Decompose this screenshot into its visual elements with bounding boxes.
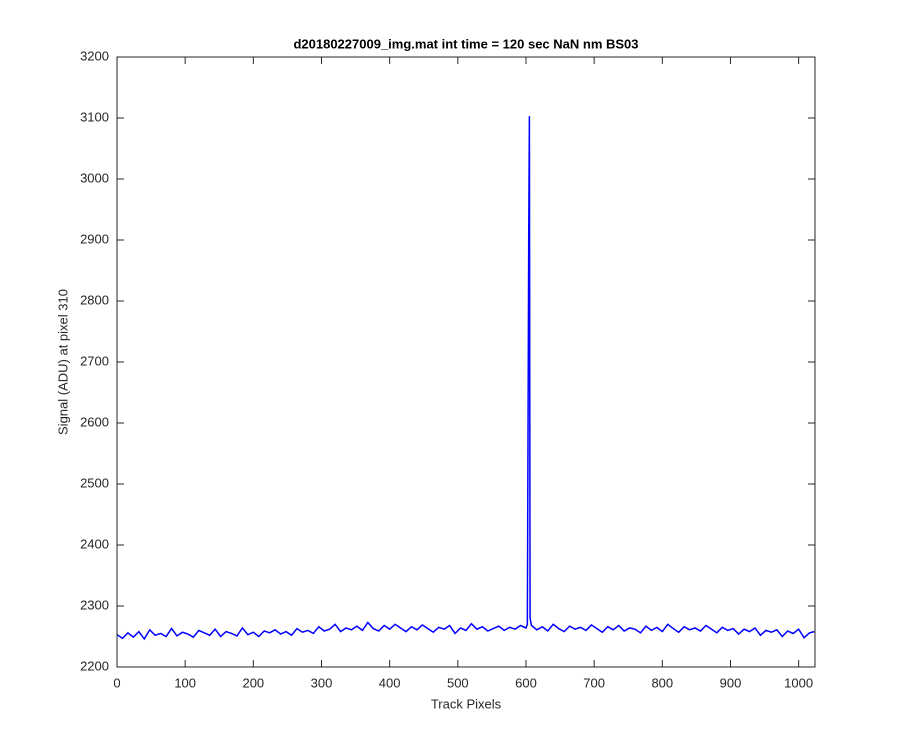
x-axis-label: Track Pixels [431,696,502,711]
y-tick-label: 2400 [80,536,109,551]
x-tick-label: 900 [720,675,742,690]
y-tick-label: 2900 [80,231,109,246]
x-tick-label: 800 [651,675,673,690]
x-tick-label: 500 [447,675,469,690]
data-line [116,116,815,641]
y-tick-label: 3000 [80,170,109,185]
y-tick-label: 3200 [80,48,109,63]
x-tick-label: 1000 [784,675,813,690]
y-tick-label: 2200 [80,658,109,673]
x-tick-label: 200 [242,675,264,690]
y-tick-label: 2700 [80,353,109,368]
y-tick-label: 2300 [80,597,109,612]
x-tick-label: 600 [515,675,537,690]
y-tick-label: 2600 [80,414,109,429]
x-tick-label: 700 [583,675,605,690]
y-axis-label: Signal (ADU) at pixel 310 [55,289,70,435]
x-tick-label: 300 [311,675,333,690]
chart-title: d20180227009_img.mat int time = 120 sec … [293,36,638,51]
axes-box [116,56,816,668]
x-tick-label: 400 [379,675,401,690]
x-tick-label: 100 [174,675,196,690]
y-tick-label: 2500 [80,475,109,490]
y-tick-label: 3100 [80,109,109,124]
y-tick-label: 2800 [80,292,109,307]
x-tick-label: 0 [113,675,120,690]
